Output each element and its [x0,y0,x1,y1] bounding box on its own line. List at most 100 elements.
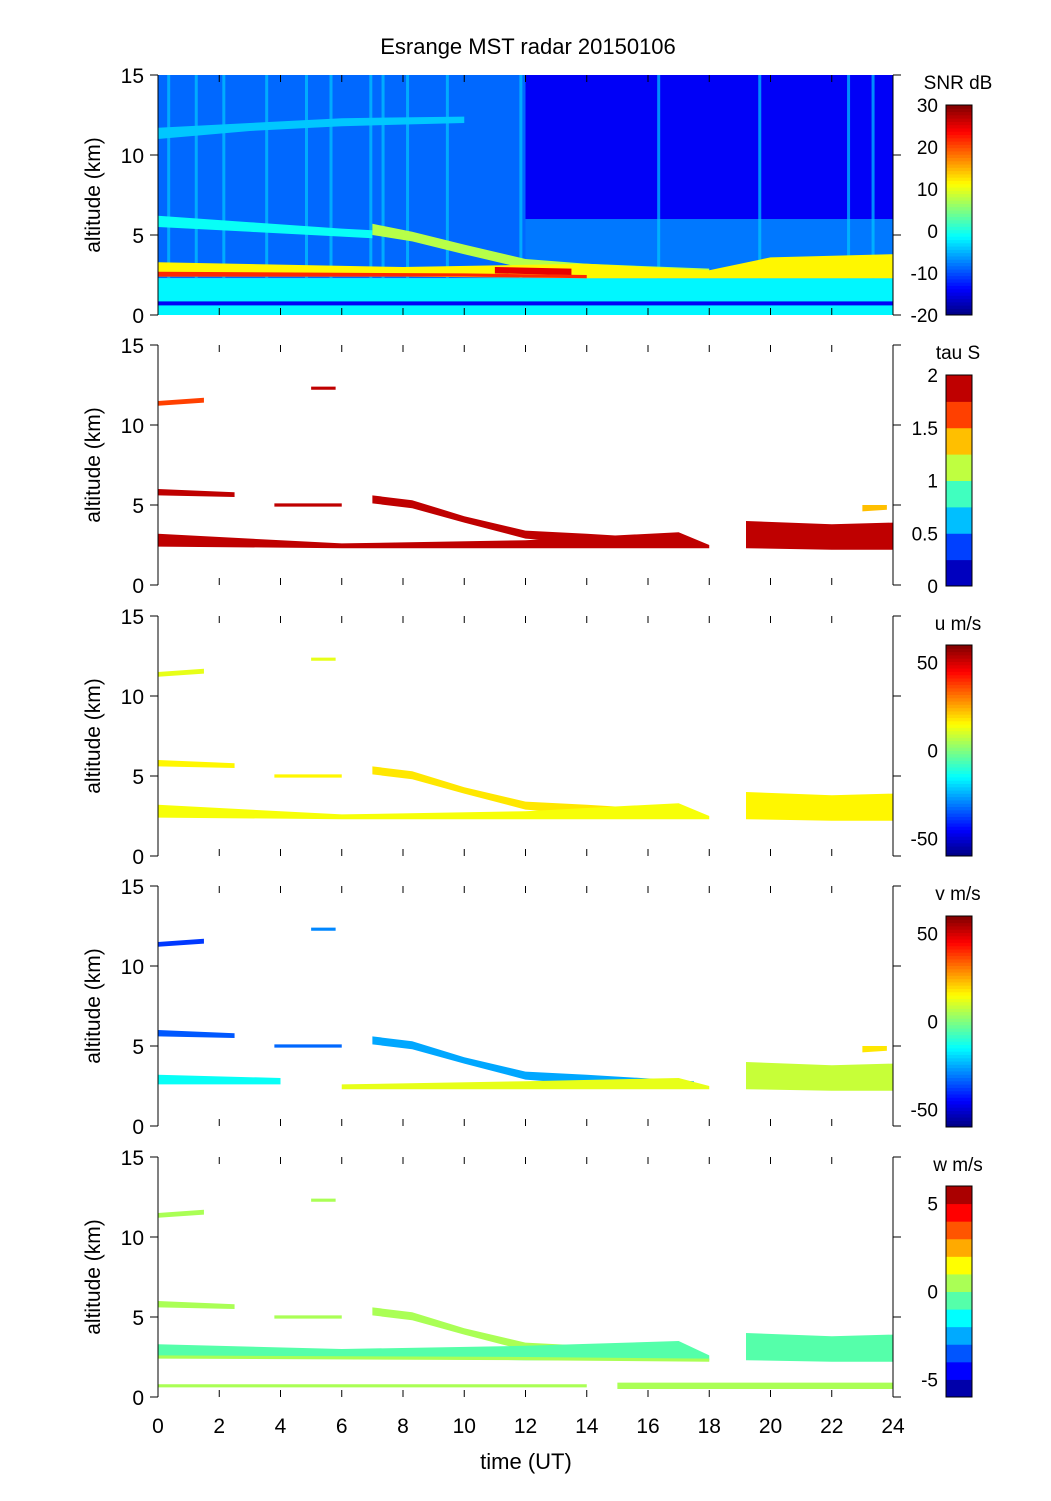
colorbar-tick-label: 0.5 [912,524,938,545]
colorbar-swatch [946,114,972,119]
colorbar-swatch [946,1005,972,1009]
y-tick-label: 10 [121,1227,144,1250]
colorbar-label: tau S [936,343,980,364]
echo-layer [158,215,373,239]
colorbar-swatch [946,958,972,963]
colorbar-swatch [946,1221,972,1240]
colorbar-v: 50 0 -50 v m/s [911,884,981,1128]
colorbar-tick-label: -5 [921,1370,938,1391]
colorbar-swatch [946,216,972,221]
heatmap-region [158,301,893,306]
colorbar-tick-label: 0 [927,1013,938,1034]
plot-area [158,927,893,1091]
colorbar-frame [945,1185,973,1398]
colorbar-swatch [946,717,972,722]
colorbar-swatch [946,223,972,227]
x-tick-label: 20 [759,1415,782,1438]
colorbar-swatch [946,1379,972,1398]
echo-layer [158,1030,235,1038]
colorbar-swatch [946,766,972,771]
colorbar-swatch [946,846,972,850]
colorbar-swatch [946,1067,972,1072]
colorbar-swatch [946,255,972,260]
colorbar-swatch [946,1041,972,1046]
colorbar-swatch [946,1117,972,1121]
colorbar-tick-label: 2 [927,366,938,387]
echo-layer [311,1198,336,1202]
colorbar-swatch [946,753,972,758]
colorbar-swatch [946,210,972,214]
y-axis-label: altitude (km) [82,948,105,1064]
colorbar-swatch [946,144,972,149]
colorbar-swatch [946,1077,972,1082]
echo-layer [494,267,572,275]
colorbar-swatch [946,1291,972,1310]
colorbar-swatch [946,747,972,751]
colorbar-swatch [946,952,972,957]
colorbar-swatch [946,829,972,834]
colorbar-swatch [946,1008,972,1013]
echo-layer [311,657,336,661]
colorbar-swatch [946,780,972,784]
colorbar-tick-label: -20 [911,306,938,327]
panel-snr: 0 5 10 15 altitude (km) 30 20 10 0 -10 -20 SNR dB [82,65,992,328]
colorbar-swatch [946,720,972,725]
colorbar-swatch [946,651,972,656]
x-axis-label: time (UT) [480,1449,572,1474]
colorbar-swatch [946,105,972,109]
colorbar-swatch [946,252,972,257]
colorbar-swatch [946,206,972,211]
heatmap-streak [305,75,308,279]
colorbar-swatch [946,793,972,798]
echo-layer [274,1044,342,1048]
colorbar-swatch [946,932,972,937]
colorbar-frame [945,374,973,587]
colorbar-swatch [946,668,972,672]
colorbar-swatch [946,697,972,702]
colorbar-swatch [946,559,972,587]
colorbar-swatch [946,1100,972,1105]
heatmap-streak [381,75,385,279]
echo-layer [158,254,893,279]
colorbar-swatch [946,734,972,738]
colorbar-swatch [946,157,972,162]
colorbar-swatch [946,259,972,263]
colorbar-swatch [946,180,972,185]
colorbar-swatch [946,691,972,695]
colorbar-swatch [946,939,972,943]
colorbar-swatch [946,948,972,953]
colorbar-tau: 2 1.5 1 0.5 0 tau S [912,343,981,598]
x-tick-label: 2 [213,1415,225,1438]
colorbar-swatch [946,265,972,270]
colorbar-swatch [946,301,972,306]
colorbar-swatch [946,249,972,254]
colorbar-swatch [946,740,972,745]
echo-layer [158,1209,204,1218]
colorbar-swatch [946,1094,972,1098]
colorbar-swatch [946,995,972,999]
colorbar-swatch [946,694,972,699]
colorbar-swatch [946,823,972,827]
colorbar-swatch [946,164,972,168]
colorbar-swatch [946,298,972,303]
echo-layer [158,489,235,497]
colorbar-swatch [946,147,972,152]
colorbar-swatch [946,832,972,837]
y-tick-label: 10 [121,415,144,438]
echo-layer [746,792,893,821]
y-tick-label: 5 [132,766,144,789]
y-tick-label: 5 [132,1036,144,1059]
colorbar-swatch [946,108,972,113]
colorbar-swatch [946,226,972,231]
colorbar-swatch [946,1064,972,1069]
colorbar-swatch [946,955,972,960]
colorbar-swatch [946,401,972,429]
panel-v: 0 5 10 15 altitude (km) 50 0 -50 v m/s [82,876,981,1139]
heatmap-region [525,75,893,219]
colorbar-swatch [946,727,972,732]
echo-layer [158,1074,281,1085]
colorbar-tick-label: 30 [917,96,938,117]
colorbar-swatch [946,1014,972,1019]
colorbar-swatch [946,150,972,155]
colorbar-swatch [946,760,972,765]
